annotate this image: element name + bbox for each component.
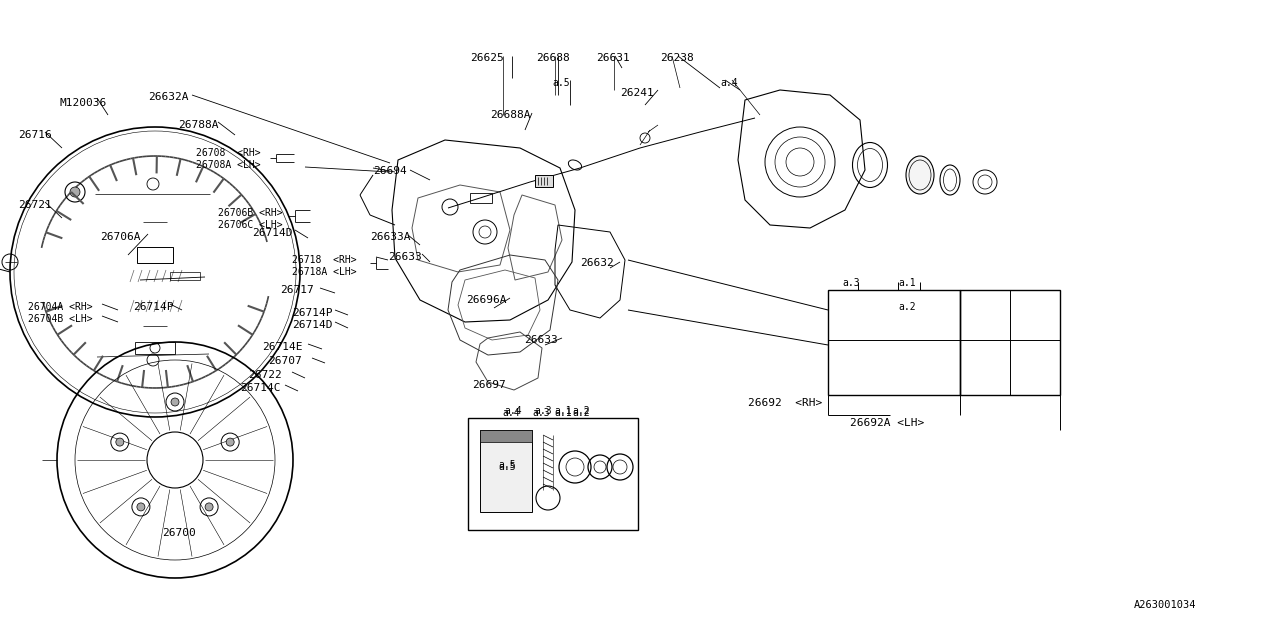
Text: 26714P: 26714P <box>292 308 333 318</box>
Text: a.3: a.3 <box>534 406 552 416</box>
Bar <box>470 193 492 203</box>
Bar <box>535 175 553 187</box>
Text: 26625: 26625 <box>470 53 504 63</box>
Text: 26700: 26700 <box>163 528 196 538</box>
Text: 26631: 26631 <box>596 53 630 63</box>
Text: 26714P: 26714P <box>133 302 174 312</box>
Text: 26788A: 26788A <box>178 120 219 130</box>
Circle shape <box>227 438 234 446</box>
Circle shape <box>137 503 145 511</box>
Text: 26714D: 26714D <box>292 320 333 330</box>
Text: a.4: a.4 <box>719 78 737 88</box>
Text: 26721: 26721 <box>18 200 51 210</box>
Bar <box>170 272 200 280</box>
Text: 26718A <LH>: 26718A <LH> <box>292 267 357 277</box>
Text: 26706C <LH>: 26706C <LH> <box>218 220 283 230</box>
Text: 26688A: 26688A <box>490 110 530 120</box>
Text: 26714C: 26714C <box>241 383 280 393</box>
Text: 26722: 26722 <box>248 370 282 380</box>
Circle shape <box>70 187 79 197</box>
Bar <box>828 290 960 395</box>
Bar <box>480 430 532 442</box>
Text: 26633A: 26633A <box>370 232 411 242</box>
Circle shape <box>115 438 124 446</box>
Text: 26714D: 26714D <box>252 228 293 238</box>
Text: 26688: 26688 <box>536 53 570 63</box>
Circle shape <box>205 503 212 511</box>
Circle shape <box>172 398 179 406</box>
Text: 26706B <RH>: 26706B <RH> <box>218 208 283 218</box>
Text: a.4: a.4 <box>504 406 522 416</box>
Text: a.4: a.4 <box>502 408 520 418</box>
Text: a.3: a.3 <box>532 408 549 418</box>
Bar <box>468 418 637 530</box>
Text: a.1: a.1 <box>554 406 572 416</box>
Text: a.1: a.1 <box>899 278 915 288</box>
Text: a.2: a.2 <box>899 302 915 312</box>
Text: 26708  <RH>: 26708 <RH> <box>196 148 261 158</box>
Text: a.1: a.1 <box>554 408 572 418</box>
Text: 26632: 26632 <box>580 258 613 268</box>
Bar <box>960 290 1060 395</box>
Text: 26717: 26717 <box>280 285 314 295</box>
Text: a.2: a.2 <box>572 408 590 418</box>
Ellipse shape <box>906 156 934 194</box>
Text: M120036: M120036 <box>60 98 108 108</box>
Text: 26633: 26633 <box>388 252 421 262</box>
Text: 26707: 26707 <box>268 356 302 366</box>
Text: 26632A: 26632A <box>148 92 188 102</box>
Text: 26692  <RH>: 26692 <RH> <box>748 398 822 408</box>
Text: A263001034: A263001034 <box>1134 600 1196 610</box>
Text: a.3: a.3 <box>842 278 860 288</box>
Text: a.2: a.2 <box>572 406 590 416</box>
Text: 26692A <LH>: 26692A <LH> <box>850 418 924 428</box>
Text: 26706A: 26706A <box>100 232 141 242</box>
Text: a.5: a.5 <box>552 78 570 88</box>
Text: 26238: 26238 <box>660 53 694 63</box>
Text: 26633: 26633 <box>524 335 558 345</box>
Text: 26708A <LH>: 26708A <LH> <box>196 160 261 170</box>
Text: 26714E: 26714E <box>262 342 302 352</box>
Text: 26704B <LH>: 26704B <LH> <box>28 314 92 324</box>
Text: 26704A <RH>: 26704A <RH> <box>28 302 92 312</box>
Text: 26694: 26694 <box>372 166 407 176</box>
Text: 26716: 26716 <box>18 130 51 140</box>
Text: 26241: 26241 <box>620 88 654 98</box>
Text: 26696A: 26696A <box>466 295 507 305</box>
Text: a.5: a.5 <box>498 462 516 472</box>
Bar <box>134 342 175 354</box>
Bar <box>137 247 173 263</box>
Text: a.5: a.5 <box>498 460 516 470</box>
Text: 26718  <RH>: 26718 <RH> <box>292 255 357 265</box>
Text: 26697: 26697 <box>472 380 506 390</box>
Bar <box>480 430 532 512</box>
